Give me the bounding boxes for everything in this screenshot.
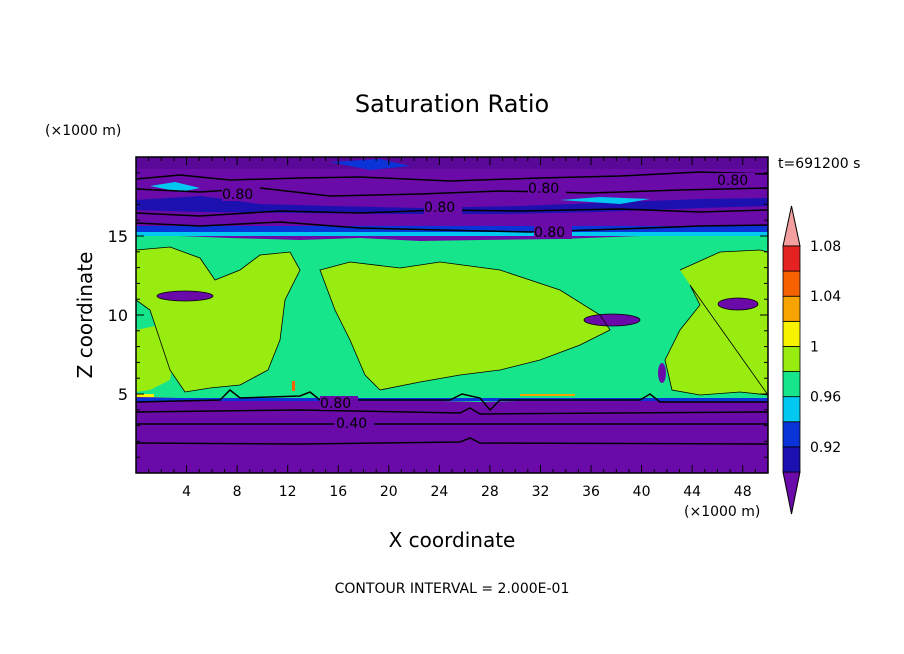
field-lime-center <box>320 262 610 390</box>
field-base-red <box>292 381 295 391</box>
x-tick-label: 36 <box>582 484 600 500</box>
contour-line-base <box>136 388 768 412</box>
x-tick-label: 44 <box>683 484 701 500</box>
contour-label-text: 0.80 <box>222 187 253 203</box>
contour-outline-patch-3 <box>717 297 759 311</box>
x-tick-label: 28 <box>481 484 499 500</box>
colorbar-tick-label: 1.08 <box>810 239 841 255</box>
x-tick-label: 32 <box>532 484 550 500</box>
colorbar-high-arrow <box>782 205 801 247</box>
colorbar: 0.92 0.96 1 1.04 1.08 <box>782 205 841 515</box>
contour-label-text: 0.80 <box>528 181 559 197</box>
x-tick-label: 20 <box>380 484 398 500</box>
colorbar-segment <box>782 421 801 448</box>
contour-line-low-3 <box>136 437 768 445</box>
field-upper-wisp-2 <box>150 182 200 192</box>
contour-label-text: 0.80 <box>320 396 351 412</box>
contour-label: 0.80 <box>717 173 755 189</box>
field-patch-4 <box>658 363 666 383</box>
contour-label-text: 0.80 <box>424 200 455 216</box>
contour-outlines <box>136 246 768 396</box>
field-upper-wisp-3 <box>560 197 650 204</box>
contour-label: 0.80 <box>534 225 572 241</box>
contour-outline-patch-2 <box>583 313 641 327</box>
contour-outline-patch-1 <box>156 290 214 302</box>
field-upper-wisp-4 <box>330 159 410 170</box>
y-axis: 5 10 15 <box>108 172 768 458</box>
contour-outline-right <box>664 249 768 396</box>
contour-line-upper-1 <box>136 171 768 182</box>
x-axis: 4 8 12 16 20 24 28 32 36 40 44 48 <box>148 157 756 500</box>
field-patch-2 <box>584 314 640 326</box>
contour-label: 0.80 <box>222 187 260 203</box>
y-axis-title: Z coordinate <box>73 252 97 379</box>
y-unit-label: (×1000 m) <box>45 123 121 139</box>
x-tick-label: 24 <box>430 484 448 500</box>
field-patch-3 <box>718 298 758 310</box>
colorbar-low-arrow <box>782 471 801 515</box>
field-cloudtop-cyan <box>136 232 768 236</box>
colorbar-segment <box>782 346 801 372</box>
field-lime-far-left <box>136 325 175 392</box>
contour-outline-left <box>136 246 301 393</box>
field-patch-1 <box>157 291 213 301</box>
x-tick-label: 16 <box>329 484 347 500</box>
colorbar-tick-label: 1 <box>810 339 819 355</box>
contour-outline-center <box>319 261 611 391</box>
colorbar-segment <box>782 396 801 423</box>
y-tick-label: 5 <box>118 385 128 404</box>
y-tick-label: 15 <box>108 227 128 246</box>
field-lime-left <box>136 247 300 392</box>
field-upper-dark <box>136 157 768 169</box>
colorbar-segment <box>782 320 801 347</box>
colorbar-segment <box>782 371 801 398</box>
x-tick-label: 8 <box>233 484 242 500</box>
contour-interval-note: CONTOUR INTERVAL = 2.000E-01 <box>335 581 570 597</box>
colorbar-tick-label: 1.04 <box>810 289 841 305</box>
contour-line-cloudtop <box>136 221 768 233</box>
contour-label: 0.80 <box>528 181 566 197</box>
contour-label-text: 0.80 <box>717 173 748 189</box>
colorbar-segment <box>782 446 801 473</box>
chart-title: Saturation Ratio <box>355 90 549 118</box>
contour-lines <box>136 171 768 445</box>
x-tick-label: 12 <box>279 484 297 500</box>
contour-label-text: 0.40 <box>336 416 367 432</box>
colorbar-segment <box>782 270 801 297</box>
x-axis-title: X coordinate <box>389 528 516 552</box>
contour-label: 0.80 <box>424 200 462 216</box>
x-tick-label: 4 <box>182 484 191 500</box>
colorbar-segment <box>782 295 801 322</box>
field-base-yellow-2 <box>520 394 575 396</box>
x-tick-label: 48 <box>734 484 752 500</box>
x-unit-label: (×1000 m) <box>684 504 760 520</box>
colorbar-tick-label: 0.92 <box>810 440 841 456</box>
colorbar-segment <box>782 245 801 272</box>
contour-line-upper-2 <box>136 187 768 197</box>
contour-label: 0.40 <box>334 416 374 432</box>
y-tick-label: 10 <box>108 306 128 325</box>
contour-label: 0.80 <box>320 396 358 412</box>
colorbar-tick-label: 0.96 <box>810 390 841 406</box>
field-base-yellow-1 <box>136 394 154 397</box>
contour-labels: 0.80 0.80 0.80 0.80 0.80 0.80 0.40 <box>222 173 755 432</box>
time-label: t=691200 s <box>778 156 860 172</box>
x-tick-label: 40 <box>633 484 651 500</box>
contour-label-text: 0.80 <box>534 225 565 241</box>
contour-line-low-1 <box>136 407 768 415</box>
